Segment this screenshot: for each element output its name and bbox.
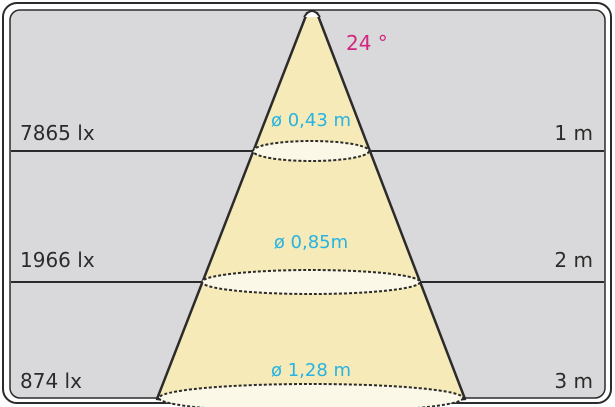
beam-section-3m <box>158 383 464 407</box>
illuminance-label-1m: 7865 lx <box>20 121 95 145</box>
distance-label-2m: 2 m <box>554 248 593 272</box>
diameter-label-3m: ø 1,28 m <box>271 360 351 381</box>
diameter-label-2m: ø 0,85m <box>274 232 348 253</box>
illuminance-label-2m: 1966 lx <box>20 248 95 272</box>
lamp-apex <box>303 10 321 18</box>
beam-section-2m <box>201 269 421 295</box>
diameter-label-1m: ø 0,43 m <box>271 110 351 131</box>
distance-label-3m: 3 m <box>554 369 593 393</box>
distance-label-1m: 1 m <box>554 121 593 145</box>
beam-section-1m <box>252 140 370 162</box>
illuminance-label-3m: 874 lx <box>20 369 82 393</box>
beam-angle-label: 24 ° <box>346 31 388 55</box>
